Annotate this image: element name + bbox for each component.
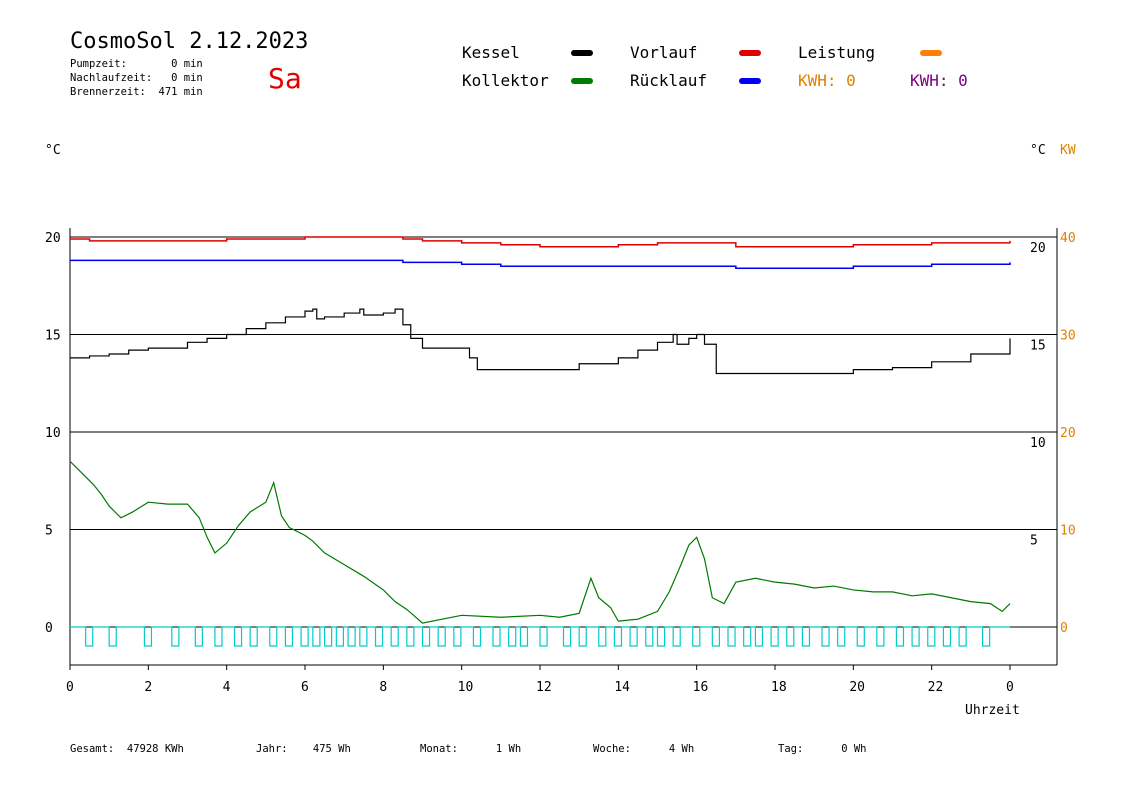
left-unit-label: °C: [45, 143, 61, 158]
y-right-c-tick-label: 10: [1030, 436, 1046, 451]
footer-jahr: Jahr: 475 Wh: [256, 743, 351, 755]
y-left-tick-label: 0: [45, 621, 53, 636]
y-right-kw-tick-label: 30: [1060, 329, 1076, 344]
y-right-kw-tick-label: 0: [1060, 621, 1068, 636]
kwh-a-label: KWH: 0: [798, 71, 856, 90]
footer-woche: Woche: 4 Wh: [593, 743, 695, 755]
x-tick-label: 12: [536, 680, 552, 695]
right-unit-kw-label: KW: [1060, 143, 1076, 158]
x-tick-label: 20: [849, 680, 865, 695]
y-right-kw-tick-label: 40: [1060, 231, 1076, 246]
x-tick-label: 2: [144, 680, 152, 695]
x-tick-label: 4: [223, 680, 231, 695]
series-kollektor-line: [69, 460, 1011, 624]
right-unit-c-label: °C: [1030, 143, 1046, 158]
series-kessel-line: [70, 308, 1011, 375]
x-tick-label: 0: [66, 680, 74, 695]
chart-title: CosmoSol 2.12.2023: [70, 29, 309, 54]
y-right-c-tick-label: 20: [1030, 241, 1046, 256]
x-tick-label: 16: [693, 680, 709, 695]
x-tick-label: 14: [614, 680, 630, 695]
series-ruecklauf-line: [70, 259, 1011, 269]
legend-vorlauf-label: Vorlauf: [630, 43, 698, 62]
legend-ruecklauf-label: Rücklauf: [630, 71, 708, 90]
x-tick-label: 8: [379, 680, 387, 695]
x-tick-label: 18: [771, 680, 787, 695]
legend-kollektor-label: Kollektor: [462, 71, 549, 90]
nachlaufzeit-label: Nachlaufzeit: 0 min: [70, 72, 203, 84]
footer-tag: Tag: 0 Wh: [778, 743, 867, 755]
legend-leistung-label: Leistung: [798, 43, 876, 62]
y-left-tick-label: 10: [45, 426, 61, 441]
y-left-tick-label: 15: [45, 329, 61, 344]
series-vorlauf-line: [70, 236, 1011, 248]
x-tick-label: 22: [928, 680, 944, 695]
series-pump-line: [70, 626, 1010, 647]
kwh-b-label: KWH: 0: [910, 71, 968, 90]
y-left-tick-label: 5: [45, 524, 53, 539]
y-right-kw-tick-label: 10: [1060, 524, 1076, 539]
y-right-c-tick-label: 15: [1030, 339, 1046, 354]
x-tick-label: 6: [301, 680, 309, 695]
pumpzeit-label: Pumpzeit: 0 min: [70, 58, 203, 70]
footer-monat: Monat: 1 Wh: [420, 743, 522, 755]
brennerzeit-label: Brennerzeit: 471 min: [70, 86, 203, 98]
x-tick-label: 0: [1006, 680, 1014, 695]
legend-kessel-label: Kessel: [462, 43, 520, 62]
weekday-label: Sa: [268, 62, 302, 95]
y-right-c-tick-label: 5: [1030, 534, 1038, 549]
y-right-kw-tick-label: 20: [1060, 426, 1076, 441]
footer-gesamt: Gesamt: 47928 KWh: [70, 743, 184, 755]
x-tick-label: 10: [458, 680, 474, 695]
x-axis-label: Uhrzeit: [965, 703, 1020, 718]
y-left-tick-label: 20: [45, 231, 61, 246]
